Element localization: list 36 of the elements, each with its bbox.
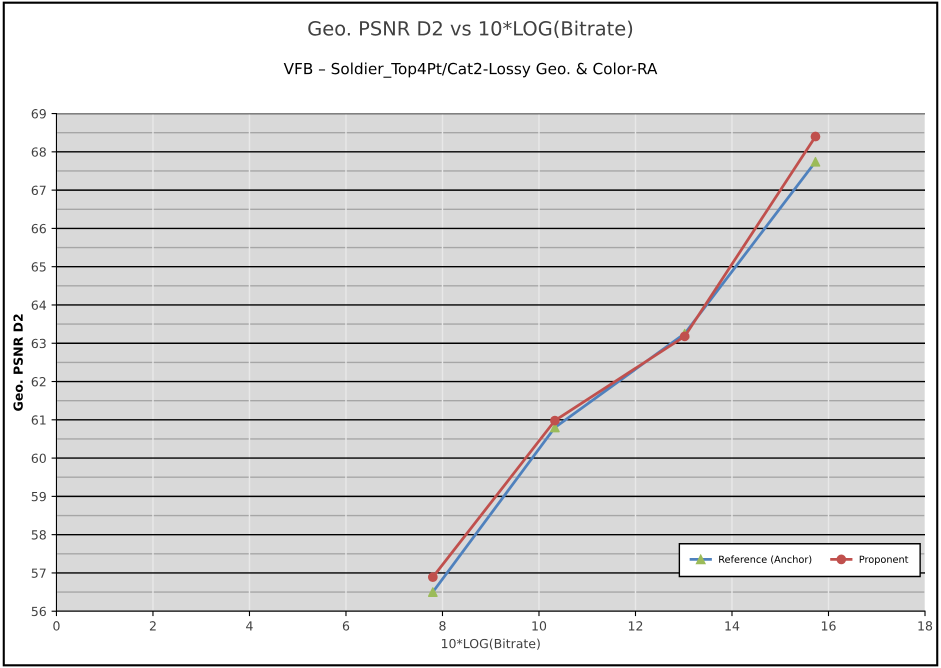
x-axis-title: 10*LOG(Bitrate) <box>442 638 540 650</box>
point <box>680 331 690 342</box>
y-tick-label: 69 <box>32 109 46 118</box>
x-tick-label: 18 <box>918 621 932 631</box>
y-tick-label: 56 <box>32 606 46 616</box>
y-tick-label: 64 <box>32 300 46 310</box>
y-tick-label: 65 <box>32 262 46 272</box>
point <box>550 416 560 426</box>
y-tick-label: 60 <box>32 454 46 464</box>
y-tick-label: 61 <box>32 415 46 425</box>
x-tick-label: 0 <box>53 621 60 631</box>
x-tick-label: 10 <box>532 621 546 631</box>
chart-title: Geo. PSNR D2 vs 10*LOG(Bitrate) <box>308 20 632 38</box>
x-tick-label: 6 <box>342 621 350 631</box>
point <box>810 132 820 142</box>
point <box>428 572 438 582</box>
y-tick-label: 68 <box>32 147 46 157</box>
y-tick-label: 66 <box>32 224 46 234</box>
y-tick-label: 62 <box>32 377 46 386</box>
x-tick-label: 12 <box>628 621 642 630</box>
chart-subtitle: VFB – Soldier_Top4Pt/Cat2-Lossy Geo. & Color-RA <box>284 62 658 78</box>
x-tick-label: 4 <box>246 621 253 630</box>
point <box>428 587 438 597</box>
x-tick-label: 16 <box>822 621 836 631</box>
x-tick-label: 14 <box>725 621 740 630</box>
y-tick-label: 67 <box>32 186 46 196</box>
y-tick-label: 57 <box>32 568 46 578</box>
y-axis-title: Geo. PSNR D2 <box>13 314 23 411</box>
legend-label: Proponent <box>860 556 908 565</box>
legend-label: Reference (Anchor) <box>719 555 812 564</box>
y-tick-label: 58 <box>32 530 46 540</box>
x-tick-label: 8 <box>439 621 446 631</box>
y-tick-label: 59 <box>32 492 46 502</box>
x-tick-label: 2 <box>150 621 156 630</box>
point <box>810 156 820 167</box>
y-tick-label: 63 <box>32 338 46 348</box>
